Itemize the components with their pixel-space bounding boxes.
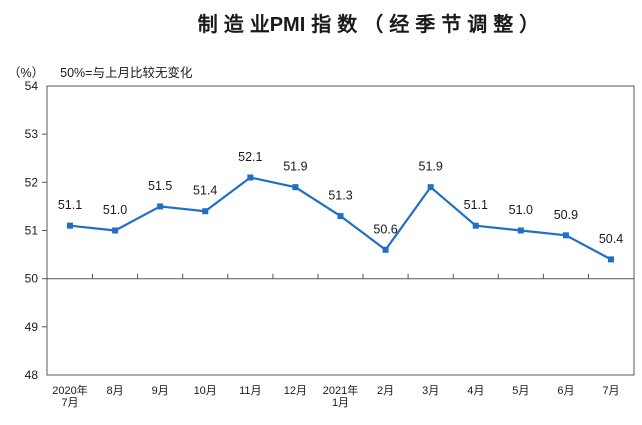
svg-text:50.4: 50.4 <box>599 232 623 246</box>
svg-text:49: 49 <box>25 320 39 334</box>
svg-text:10月: 10月 <box>194 385 217 397</box>
svg-text:1月: 1月 <box>332 397 349 409</box>
svg-text:7月: 7月 <box>61 397 78 409</box>
svg-text:53: 53 <box>25 127 39 141</box>
svg-text:50.9: 50.9 <box>554 208 578 222</box>
svg-text:2021年: 2021年 <box>323 383 358 397</box>
svg-text:6月: 6月 <box>557 385 574 397</box>
svg-text:5月: 5月 <box>512 385 529 397</box>
svg-text:12月: 12月 <box>284 385 307 397</box>
svg-text:51.4: 51.4 <box>193 184 217 198</box>
svg-text:51.0: 51.0 <box>509 203 533 217</box>
svg-text:54: 54 <box>25 79 39 93</box>
svg-text:7月: 7月 <box>602 385 619 397</box>
svg-text:50: 50 <box>25 272 39 286</box>
svg-text:51.1: 51.1 <box>58 198 82 212</box>
svg-text:52: 52 <box>25 175 39 189</box>
svg-text:48: 48 <box>25 368 39 382</box>
svg-text:9月: 9月 <box>152 385 169 397</box>
svg-text:50.6: 50.6 <box>373 222 397 236</box>
svg-text:52.1: 52.1 <box>238 150 262 164</box>
svg-text:51.5: 51.5 <box>148 179 172 193</box>
svg-text:51.1: 51.1 <box>464 198 488 212</box>
svg-text:8月: 8月 <box>107 385 124 397</box>
svg-text:51: 51 <box>25 224 39 238</box>
svg-text:4月: 4月 <box>467 385 484 397</box>
svg-text:2020年: 2020年 <box>52 383 87 397</box>
svg-text:11月: 11月 <box>239 385 261 397</box>
svg-text:3月: 3月 <box>422 385 439 397</box>
svg-text:51.3: 51.3 <box>328 189 352 203</box>
svg-text:51.9: 51.9 <box>419 160 443 174</box>
svg-text:2月: 2月 <box>377 385 394 397</box>
svg-text:51.9: 51.9 <box>283 160 307 174</box>
svg-text:51.0: 51.0 <box>103 203 127 217</box>
